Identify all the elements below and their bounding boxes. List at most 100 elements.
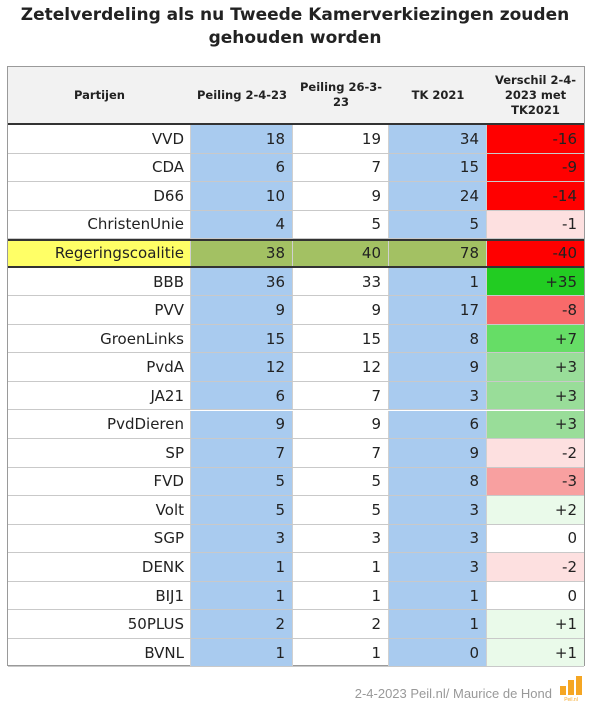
poll-26-3-value: 12 [293,353,389,381]
table-row: Volt 5 5 3 +2 [8,496,584,525]
party-name: PvdDieren [8,410,191,438]
footer-credit: 2-4-2023 Peil.nl/ Maurice de Hond [354,686,552,701]
logo-bar-1 [560,686,566,695]
poll-2-4-value: 9 [191,410,293,438]
tk2021-value: 0 [389,638,487,667]
table-row: PvdA 12 12 9 +3 [8,353,584,382]
header-peiling-2: Peiling 26-3- 23 [299,80,383,109]
tk2021-value: 24 [389,182,487,210]
party-name: SGP [8,524,191,553]
diff-value: -2 [487,553,584,581]
poll-2-4-value: 12 [191,353,293,381]
tk2021-value: 8 [389,324,487,353]
poll-2-4-value: 5 [191,467,293,496]
poll-26-3-value: 5 [293,210,389,239]
poll-2-4-value: 15 [191,324,293,353]
table-row: DENK 1 1 3 -2 [8,553,584,582]
tk2021-value: 3 [389,553,487,581]
diff-value: +3 [487,410,584,438]
tk2021-value: 3 [389,524,487,553]
party-name: BIJ1 [8,581,191,610]
poll-26-3-value: 1 [293,553,389,581]
diff-value: -14 [487,182,584,210]
tk2021-value: 78 [389,241,487,266]
tk2021-value: 9 [389,439,487,467]
poll-2-4-value: 9 [191,296,293,324]
poll-26-3-value: 7 [293,153,389,182]
party-name: PvdA [8,353,191,381]
party-name: SP [8,439,191,467]
diff-value: +7 [487,324,584,353]
poll-2-4-value: 1 [191,581,293,610]
diff-value: +35 [487,267,584,296]
diff-value: -40 [487,241,584,266]
tk2021-value: 1 [389,581,487,610]
tk2021-value: 1 [389,610,487,638]
diff-value: +2 [487,496,584,524]
diff-value: -16 [487,125,584,153]
table-row: PVV 9 9 17 -8 [8,296,584,325]
table-row: SP 7 7 9 -2 [8,439,584,468]
party-name: GroenLinks [8,324,191,353]
party-name: CDA [8,153,191,182]
peil-logo: Peil.nl [560,676,582,702]
party-name: FVD [8,467,191,496]
table-row: FVD 5 5 8 -3 [8,467,584,497]
party-name: VVD [8,125,191,153]
tk2021-value: 6 [389,410,487,438]
diff-value: 0 [487,581,584,610]
tk2021-value: 5 [389,210,487,239]
title-line-2: gehouden worden [208,28,382,48]
chart-title: Zetelverdeling als nu Tweede Kamerverkie… [0,4,590,50]
poll-26-3-value: 9 [293,296,389,324]
table-row: BIJ1 1 1 1 0 [8,581,584,611]
tk2021-value: 15 [389,153,487,182]
poll-26-3-value: 9 [293,410,389,438]
table-row: VVD 18 19 34 -16 [8,125,584,154]
poll-2-4-value: 5 [191,496,293,524]
poll-2-4-value: 4 [191,210,293,239]
diff-value: +1 [487,638,584,667]
party-name: 50PLUS [8,610,191,638]
table-row: D66 10 9 24 -14 [8,182,584,211]
poll-26-3-value: 1 [293,638,389,667]
coalition-row: Regeringscoalitie 38 40 78 -40 [8,239,584,268]
table-row: 50PLUS 2 2 1 +1 [8,610,584,639]
table-row: BVNL 1 1 0 +1 [8,638,584,668]
logo-text: Peil.nl [564,697,578,702]
party-name: JA21 [8,381,191,410]
poll-26-3-value: 5 [293,496,389,524]
poll-26-3-value: 1 [293,581,389,610]
party-name: ChristenUnie [8,210,191,239]
diff-value: +3 [487,381,584,410]
party-name: DENK [8,553,191,581]
poll-26-3-value: 33 [293,267,389,296]
poll-26-3-value: 9 [293,182,389,210]
party-name: BBB [8,267,191,296]
diff-value: -9 [487,153,584,182]
party-name: D66 [8,182,191,210]
table-row: JA21 6 7 3 +3 [8,381,584,411]
poll-26-3-value: 15 [293,324,389,353]
party-name: Volt [8,496,191,524]
party-name: Regeringscoalitie [8,241,191,266]
tk2021-value: 9 [389,353,487,381]
poll-26-3-value: 5 [293,467,389,496]
tk2021-value: 8 [389,467,487,496]
logo-bar-3 [576,676,582,695]
diff-value: -8 [487,296,584,324]
poll-26-3-value: 3 [293,524,389,553]
poll-2-4-value: 38 [191,241,293,266]
tk2021-value: 3 [389,381,487,410]
poll-2-4-value: 7 [191,439,293,467]
diff-value: 0 [487,524,584,553]
header-partijen: Partijen [74,87,125,102]
diff-value: -3 [487,467,584,496]
header-tk2021: TK 2021 [411,87,465,102]
diff-value: -2 [487,439,584,467]
poll-2-4-value: 6 [191,381,293,410]
party-name: PVV [8,296,191,324]
table-row: ChristenUnie 4 5 5 -1 [8,210,584,240]
table-row: CDA 6 7 15 -9 [8,153,584,183]
table-header: Partijen Peiling 2-4-23 Peiling 26-3- 23 TK … [8,67,584,125]
